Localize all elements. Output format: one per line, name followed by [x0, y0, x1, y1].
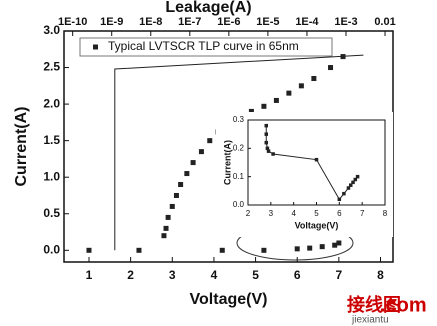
data-point [207, 138, 213, 144]
data-point [286, 90, 292, 96]
y-axis-label: Current(A) [222, 140, 232, 185]
data-point [178, 182, 184, 188]
x-tick-label: 3 [169, 268, 176, 282]
y-tick-label: 0.0 [43, 242, 60, 256]
x-tick-label: 7 [336, 268, 343, 282]
data-point [264, 123, 269, 128]
data-point [266, 149, 271, 153]
data-point [314, 157, 319, 162]
x-tick-label: 6 [337, 209, 342, 218]
watermark: 接线图 [347, 294, 401, 315]
data-point [173, 192, 179, 198]
data-point [336, 240, 342, 246]
legend-box [79, 37, 333, 57]
data-point [298, 83, 304, 89]
data-point [311, 76, 317, 82]
x-tick-label: 2 [246, 209, 251, 218]
y-tick-label: 0.1 [233, 172, 245, 181]
data-point [337, 197, 342, 202]
x-tick-label: 4 [291, 209, 296, 218]
data-point [294, 246, 300, 252]
data-point [161, 233, 167, 239]
data-point [271, 152, 275, 156]
data-point [346, 186, 351, 190]
legend-marker [93, 44, 98, 50]
y-tick-label: 0.5 [43, 206, 60, 220]
data-point [355, 174, 360, 179]
x2-axis-label: Leakage(A) [165, 0, 251, 16]
watermark-url: jiexiantu [351, 315, 389, 326]
x-tick-label: 6 [294, 268, 301, 282]
data-point [353, 177, 358, 182]
x-tick-label: 8 [377, 268, 384, 282]
data-point [328, 65, 334, 71]
series-line [114, 54, 364, 251]
data-point [261, 247, 267, 253]
y-tick-label: 0.3 [233, 115, 245, 124]
x2-tick-label: 1E-5 [256, 16, 279, 28]
y-tick-label: 2.0 [43, 96, 60, 110]
x2-tick-label: 1E-10 [58, 16, 87, 28]
x-tick-label: 5 [252, 268, 259, 282]
data-point [273, 97, 279, 103]
x2-tick-label: 1E-3 [334, 16, 357, 28]
y-tick-label: 2.5 [43, 60, 60, 74]
y-tick-label: 0.0 [233, 200, 245, 209]
data-point [136, 247, 142, 253]
y-tick-label: 0.2 [233, 143, 245, 152]
inset-background [216, 112, 393, 237]
data-point [248, 108, 254, 114]
x-tick-label: 3 [269, 209, 274, 218]
y-tick-label: 1.0 [43, 169, 60, 183]
x2-tick-label: 1E-4 [295, 16, 319, 28]
data-point [351, 180, 355, 185]
x2-tick-label: 0.01 [374, 16, 395, 28]
watermark-site: .com [380, 294, 427, 316]
x-tick-label: 7 [360, 209, 365, 218]
x2-tick-label: 1E-9 [100, 16, 123, 28]
data-point [169, 203, 175, 209]
data-point [219, 247, 225, 253]
x-axis-label: Voltage(V) [295, 220, 339, 230]
x-axis-label: Voltage(V) [190, 291, 268, 308]
data-point [184, 171, 190, 177]
legend-label: Typical LVTSCR TLP curve in 65nm [108, 39, 299, 53]
y-tick-label: 3.0 [43, 23, 60, 37]
x-tick-label: 8 [383, 209, 388, 218]
data-point [198, 149, 204, 155]
data-point [165, 214, 171, 220]
x-tick-label: 1 [86, 268, 93, 282]
data-point [349, 183, 353, 187]
data-point [264, 132, 269, 136]
x2-tick-label: 1E-6 [217, 16, 240, 28]
data-point [190, 160, 196, 166]
data-point [264, 140, 269, 145]
data-point [319, 244, 325, 250]
data-point [342, 191, 346, 196]
data-point [332, 242, 338, 248]
data-point [265, 146, 270, 151]
x2-tick-label: 1E-8 [139, 16, 162, 28]
y-axis-label: Current(A) [13, 107, 30, 187]
y-tick-label: 1.5 [43, 133, 60, 147]
x-tick-label: 5 [314, 209, 319, 218]
x2-tick-label: 1E-7 [178, 16, 201, 28]
data-point [307, 245, 313, 251]
x-tick-label: 2 [127, 268, 134, 282]
data-point [261, 103, 267, 109]
data-point [86, 247, 92, 253]
x-tick-label: 4 [211, 268, 218, 282]
data-point [163, 225, 169, 231]
